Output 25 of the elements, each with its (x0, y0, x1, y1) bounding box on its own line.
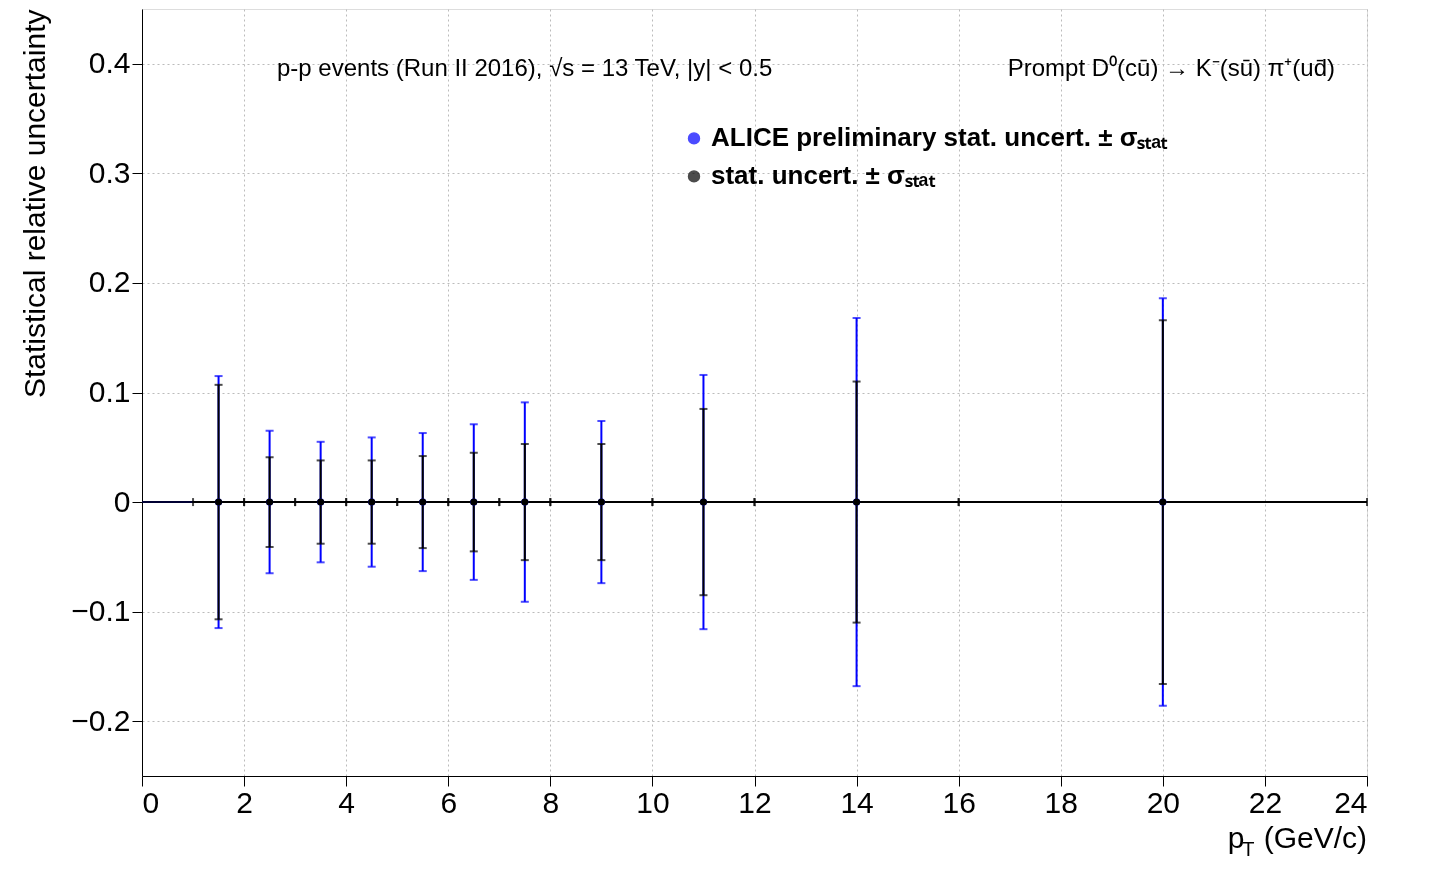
x-tick-label: 14 (840, 785, 874, 819)
y-tick-label: 0.1 (88, 375, 131, 408)
y-tick-label: −0.1 (71, 594, 131, 628)
y-tick-label: 0.3 (88, 155, 131, 189)
x-tick-label: 4 (338, 785, 356, 819)
y-tick-label: −0.2 (71, 703, 131, 737)
x-tick-label: 18 (1044, 785, 1078, 819)
annotation: Prompt D⁰(cū) → K⁻(sū) π⁺(ud̄) (1007, 54, 1335, 81)
legend-label: ALICE preliminary stat. uncert. ± σₛₜₐₜ (711, 122, 1169, 153)
x-tick-label: 6 (440, 785, 458, 819)
x-tick-label: 16 (942, 785, 976, 819)
x-tick-label: 2 (236, 785, 253, 819)
y-tick-label: 0.4 (88, 46, 131, 80)
x-tick-label: 20 (1146, 785, 1181, 819)
x-tick-label: 0 (142, 785, 160, 819)
y-tick-label: 0 (113, 484, 131, 518)
y-tick-label: 0.2 (88, 265, 131, 299)
x-tick-label: 22 (1248, 785, 1283, 819)
x-tick-label: 12 (738, 785, 772, 819)
x-tick-label: 8 (542, 785, 560, 819)
x-tick-label: 10 (636, 785, 670, 819)
annotation: p-p events (Run II 2016), √s = 13 TeV, |y| < 0.5 (277, 54, 773, 81)
x-tick-label: 24 (1334, 785, 1368, 819)
legend-label: stat. uncert. ± σₛₜₐₜ (711, 160, 936, 191)
y-axis-title: Statistical relative uncertainty (18, 9, 52, 399)
